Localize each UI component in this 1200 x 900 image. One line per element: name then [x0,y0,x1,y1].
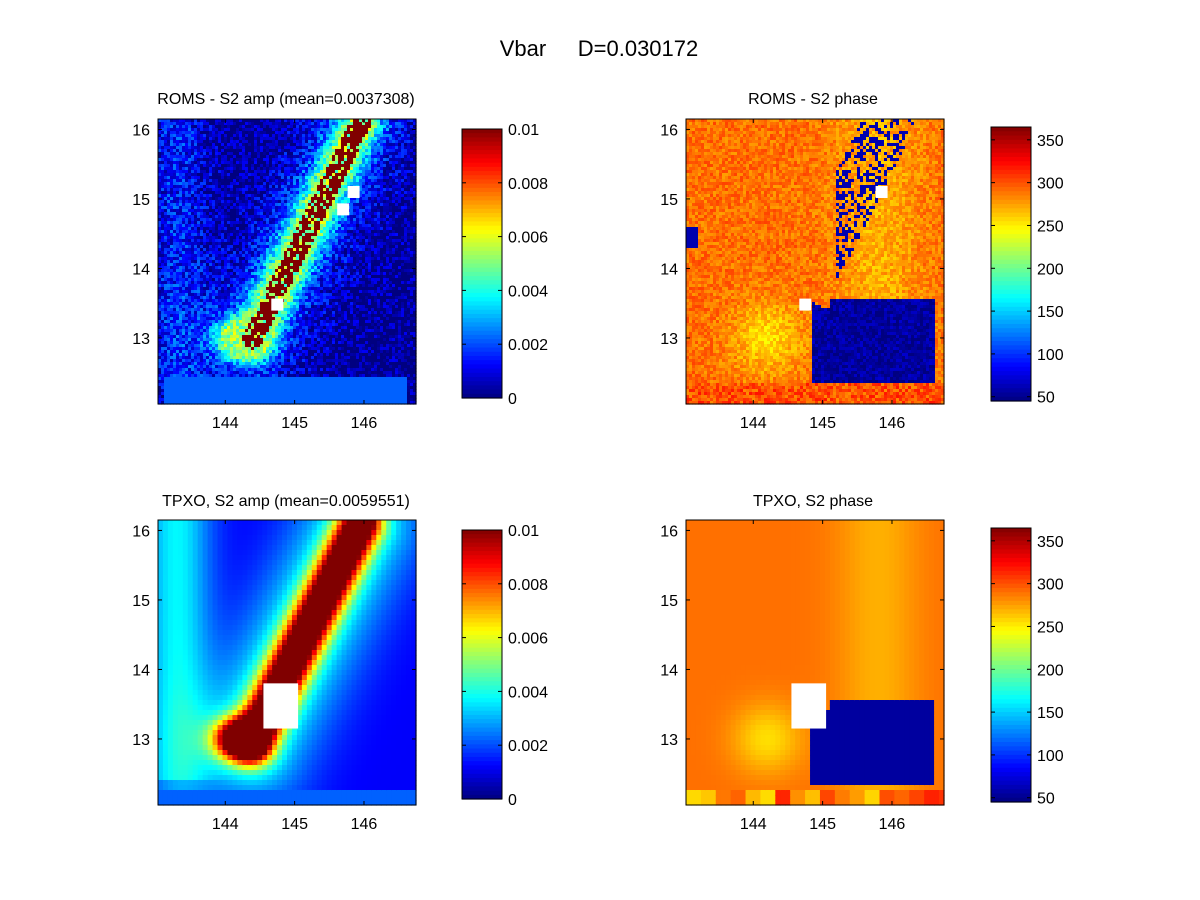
panels: ROMS - S2 amp (mean=0.0037308)144 145 1461… [132,91,1064,833]
panel-roms_amp: ROMS - S2 amp (mean=0.0037308)144 145 1461… [132,91,548,432]
heatmap-cells [158,119,417,405]
figure-title-var: Vbar [500,36,546,61]
panel-title: ROMS - S2 amp (mean=0.0037308) [157,91,414,108]
figure-title-metric: D=0.030172 [578,36,699,61]
